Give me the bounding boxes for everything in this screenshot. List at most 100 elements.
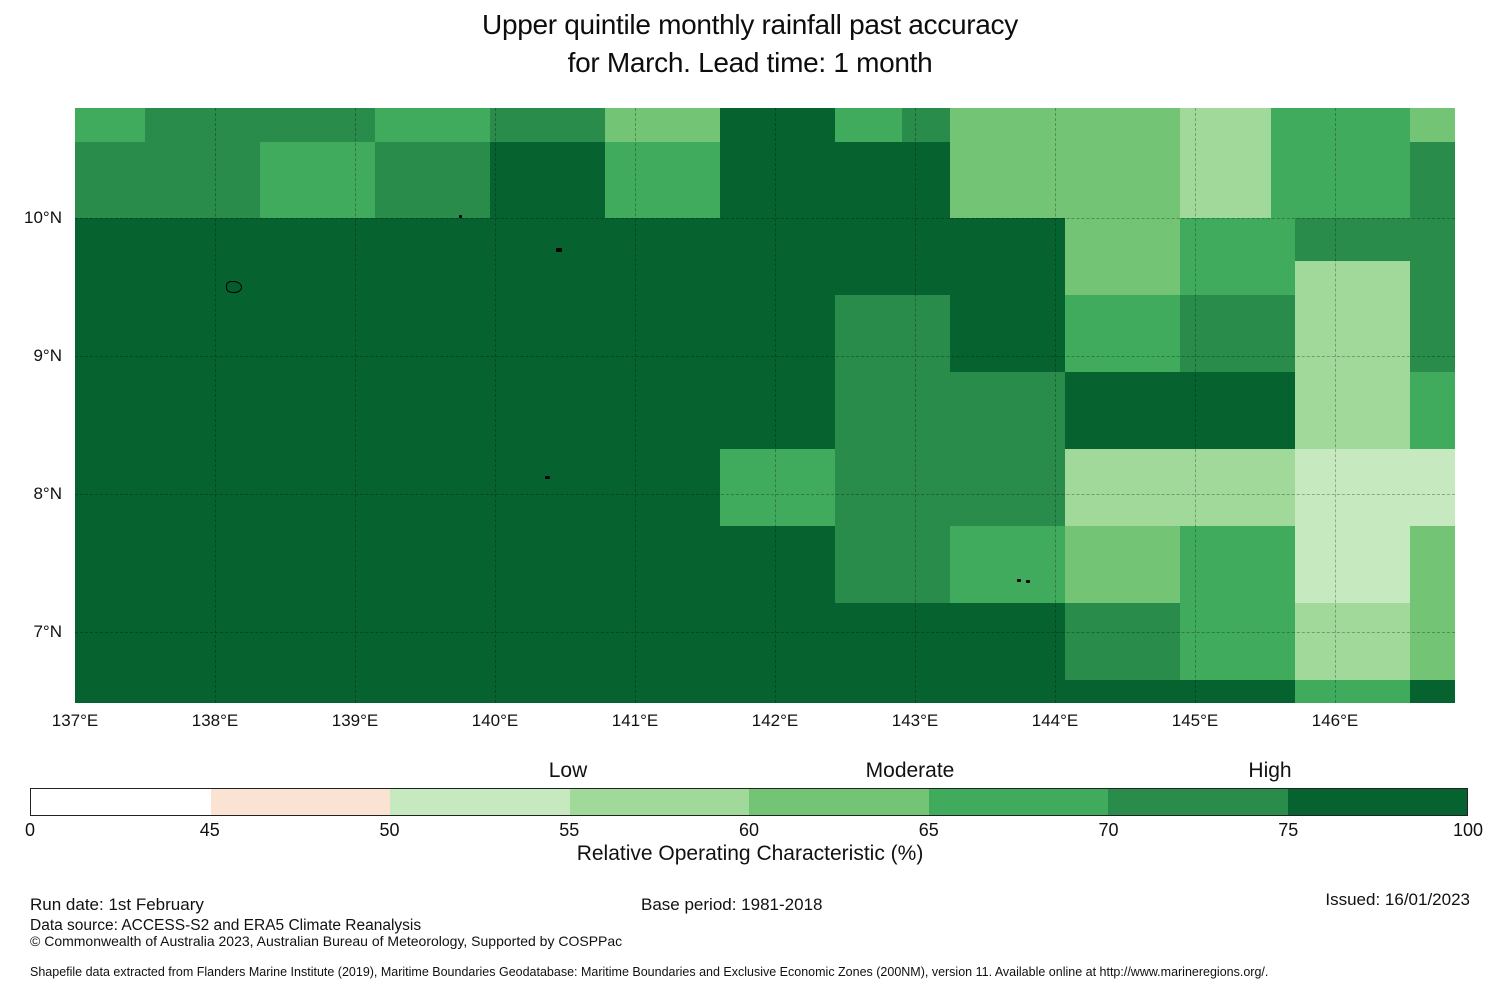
map-cell [1065, 261, 1180, 295]
map-cell [1065, 218, 1180, 261]
colorbar-segment [928, 789, 1108, 815]
map-cell [1410, 261, 1455, 295]
colorbar-segment [210, 789, 390, 815]
map-cell [1295, 372, 1410, 449]
gridline-meridian [1055, 108, 1056, 703]
island-mark [1017, 579, 1021, 582]
map-cell [75, 603, 1065, 680]
map-cell [1410, 372, 1455, 449]
map-cell [1410, 680, 1455, 703]
colorbar-segment [749, 789, 929, 815]
map-cell [950, 526, 1065, 603]
colorbar-band-label: Low [548, 759, 588, 782]
latitude-tick-label: 8°N [33, 484, 62, 503]
figure-title-line1: Upper quintile monthly rainfall past acc… [482, 9, 1018, 40]
colorbar-segment [390, 789, 570, 815]
map-cell [1271, 142, 1410, 218]
map-cell [605, 108, 720, 142]
island-mark [1026, 580, 1030, 583]
map-cell [835, 449, 1065, 526]
colorbar-tick-label: 0 [24, 820, 36, 840]
map-cell [1180, 526, 1295, 603]
gridline-meridian [635, 108, 636, 703]
map-cell [1410, 142, 1455, 218]
gridline-parallel [75, 218, 1455, 219]
figure-title: Upper quintile monthly rainfall past acc… [0, 6, 1500, 82]
map-cell [950, 108, 1180, 142]
map-cell [1065, 295, 1180, 372]
map-cell [1065, 526, 1180, 603]
longitude-tick-label: 140°E [471, 711, 519, 730]
map-cell [1410, 108, 1455, 142]
gridline-meridian [1335, 108, 1336, 703]
longitude-tick-label: 145°E [1171, 711, 1219, 730]
map-cell [1180, 261, 1295, 295]
map-cell [1180, 603, 1295, 680]
latitude-tick-label: 10°N [24, 208, 62, 227]
shapefile-attribution-text: Shapefile data extracted from Flanders M… [30, 965, 1269, 979]
colorbar-segment [1287, 789, 1467, 815]
gridline-meridian [495, 108, 496, 703]
longitude-tick-label: 144°E [1031, 711, 1079, 730]
map-cell [720, 108, 835, 142]
colorbar-tick-label: 55 [559, 820, 580, 840]
map-cell [1180, 108, 1271, 142]
map-cell [1295, 218, 1455, 261]
longitude-tick-label: 143°E [891, 711, 939, 730]
gridline-meridian [1195, 108, 1196, 703]
gridline-parallel [75, 494, 1455, 495]
map-cell [1410, 295, 1455, 372]
map-cell [605, 142, 720, 218]
map-cell [1295, 261, 1410, 295]
gridline-meridian [215, 108, 216, 703]
map-cell [490, 108, 605, 142]
colorbar-tick-label: 100 [1452, 820, 1484, 840]
colorbar-tick-label: 50 [379, 820, 400, 840]
map-cell [75, 372, 835, 449]
longitude-tick-label: 137°E [51, 711, 99, 730]
map-cell [75, 218, 1065, 261]
gridline-parallel [75, 356, 1455, 357]
latitude-tick-label: 9°N [33, 346, 62, 365]
map-cell [75, 449, 720, 526]
longitude-tick-label: 141°E [611, 711, 659, 730]
map-cell [902, 108, 950, 142]
map-cell [950, 142, 1180, 218]
island-mark [545, 476, 550, 479]
colorbar-segment [31, 789, 211, 815]
gridline-parallel [75, 632, 1455, 633]
map-cell [75, 142, 260, 218]
map-cell [75, 295, 835, 372]
colorbar-band-label: Moderate [865, 759, 955, 782]
run-date-text: Run date: 1st February [30, 895, 204, 914]
colorbar-axis-label: Relative Operating Characteristic (%) [576, 842, 924, 865]
gridline-meridian [355, 108, 356, 703]
map-cell [1295, 526, 1410, 603]
figure-title-line2: for March. Lead time: 1 month [567, 47, 933, 78]
longitude-tick-label: 139°E [331, 711, 379, 730]
map-cell [1180, 218, 1295, 261]
map-cell [75, 680, 1295, 703]
colorbar-segment [1108, 789, 1288, 815]
gridline-meridian [915, 108, 916, 703]
colorbar-tick-label: 45 [199, 820, 220, 840]
map-cell [75, 526, 835, 603]
map-cell [835, 295, 950, 372]
map-cell [835, 526, 950, 603]
map-cell [375, 142, 490, 218]
map-cell [260, 142, 375, 218]
map-cell [1410, 603, 1455, 680]
map-cell [1065, 372, 1295, 449]
map-cell [835, 372, 1065, 449]
map-cell [720, 449, 835, 526]
map-cell [1180, 142, 1271, 218]
longitude-tick-label: 146°E [1311, 711, 1359, 730]
island-mark [226, 281, 242, 293]
colorbar-tick-label: 70 [1098, 820, 1119, 840]
map-cell [835, 108, 902, 142]
colorbar-tick-label: 60 [738, 820, 760, 840]
map-cell [490, 142, 605, 218]
issued-date-text: Issued: 16/01/2023 [1325, 890, 1470, 909]
map-cell [1271, 108, 1410, 142]
